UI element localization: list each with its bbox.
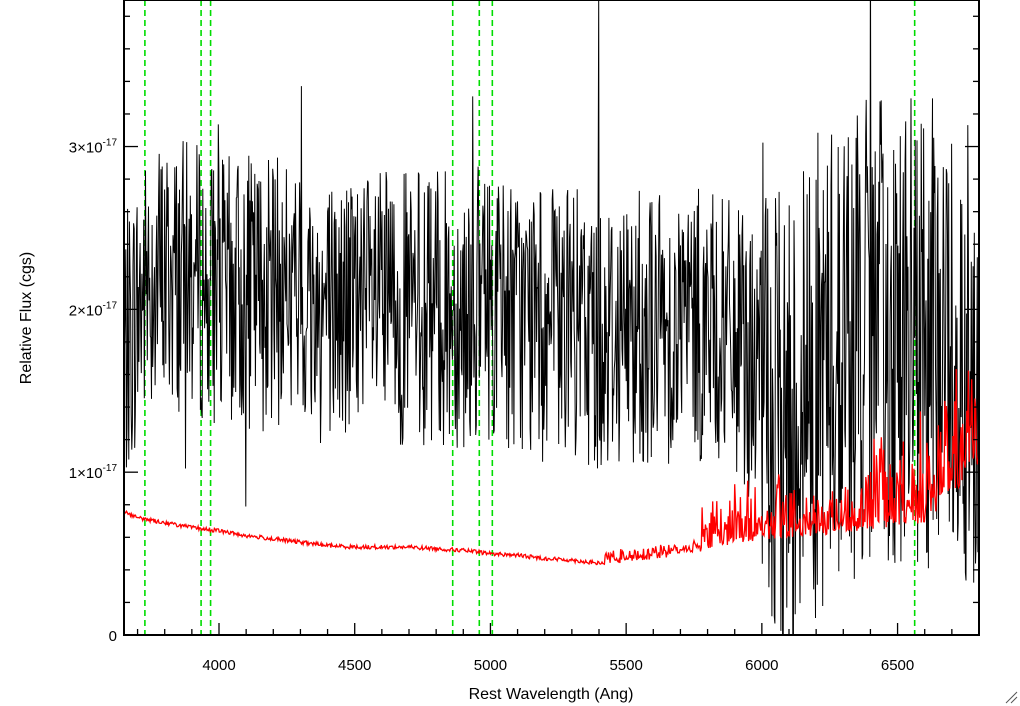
y-tick-label: 1×10-17: [69, 463, 118, 482]
reference-lines: [144, 0, 916, 635]
series-layer: [124, 0, 980, 636]
y-tick-label: 2×10-17: [69, 300, 118, 319]
axes: 4000 4500 5000 5500 6000 6500 0 1×10-17 2×10-17 3…: [69, 0, 980, 674]
y-tick-label: 3×10-17: [69, 138, 118, 157]
x-tick-label: 5000: [474, 657, 507, 674]
spectrum-series-line: [124, 369, 980, 566]
x-axis-title: Rest Wavelength (Ang): [469, 686, 634, 703]
plot-frame: [123, 0, 980, 636]
x-tick-label: 6500: [881, 657, 914, 674]
x-tick-label: 4500: [338, 657, 371, 674]
x-tick-label: 6000: [745, 657, 778, 674]
y-axis-title: Relative Flux (cgs): [18, 252, 35, 384]
y-tick-label: 0: [109, 628, 117, 645]
x-tick-label: 5500: [609, 657, 642, 674]
spectrum-series-line: [124, 0, 979, 636]
resize-grip-icon[interactable]: [1004, 690, 1018, 704]
x-tick-label: 4000: [202, 657, 235, 674]
